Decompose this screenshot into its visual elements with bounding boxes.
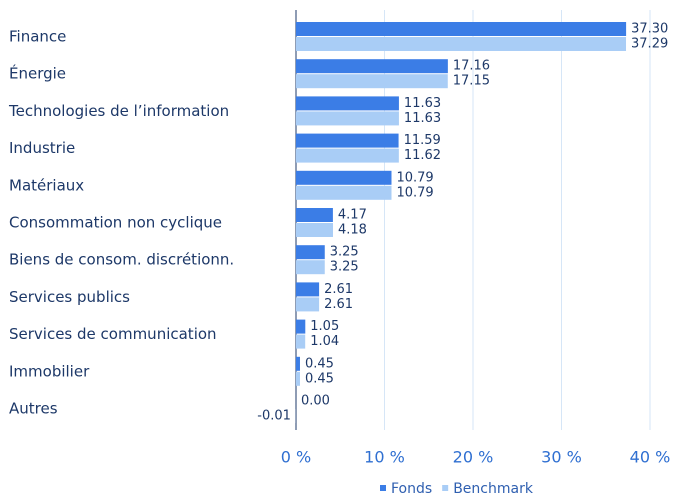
bar bbox=[296, 22, 627, 36]
category-label: Consommation non cyclique bbox=[9, 214, 222, 232]
category-label: Matériaux bbox=[9, 176, 84, 194]
value-label: 37.29 bbox=[631, 37, 668, 52]
bar bbox=[296, 334, 306, 349]
value-label: 1.05 bbox=[310, 319, 339, 334]
bar bbox=[296, 148, 399, 163]
bar bbox=[296, 96, 399, 111]
bar bbox=[296, 37, 627, 51]
x-tick-label: 20 % bbox=[453, 448, 494, 467]
bar bbox=[296, 170, 392, 185]
x-tick-label: 30 % bbox=[541, 448, 582, 467]
bar bbox=[296, 282, 320, 297]
value-label: 11.63 bbox=[404, 96, 441, 111]
value-label: 37.30 bbox=[631, 22, 668, 37]
category-label: Technologies de l’information bbox=[8, 102, 229, 120]
value-label: 0.45 bbox=[305, 371, 334, 386]
x-tick-label: 0 % bbox=[281, 448, 311, 467]
legend-label: Benchmark bbox=[453, 481, 534, 497]
value-label: -0.01 bbox=[257, 409, 291, 424]
bar bbox=[296, 111, 399, 126]
value-label: 3.25 bbox=[330, 260, 359, 275]
value-label: 2.61 bbox=[324, 282, 353, 297]
category-label: Autres bbox=[9, 400, 58, 418]
legend-label: Fonds bbox=[391, 481, 432, 497]
value-label: 0.00 bbox=[301, 394, 330, 409]
value-label: 11.62 bbox=[404, 148, 441, 163]
bar bbox=[296, 133, 399, 148]
category-label: Finance bbox=[9, 28, 66, 46]
category-label: Immobilier bbox=[9, 362, 90, 380]
value-label: 11.59 bbox=[404, 133, 441, 148]
value-label: 11.63 bbox=[404, 111, 441, 126]
bar bbox=[296, 74, 448, 89]
value-label: 0.45 bbox=[305, 356, 334, 371]
bar bbox=[296, 260, 325, 275]
value-label: 1.04 bbox=[310, 334, 339, 349]
bar bbox=[296, 319, 306, 334]
value-label: 10.79 bbox=[396, 170, 433, 185]
value-label: 17.16 bbox=[453, 59, 490, 74]
category-label: Services de communication bbox=[9, 325, 217, 343]
value-label: 4.17 bbox=[338, 208, 367, 223]
bar bbox=[296, 59, 448, 74]
category-label: Biens de consom. discrétionn. bbox=[9, 251, 234, 269]
category-label: Industrie bbox=[9, 139, 75, 157]
value-label: 3.25 bbox=[330, 245, 359, 260]
x-tick-label: 10 % bbox=[364, 448, 405, 467]
bar bbox=[296, 185, 392, 200]
value-label: 2.61 bbox=[324, 297, 353, 312]
bar bbox=[296, 356, 300, 371]
legend-swatch bbox=[442, 485, 449, 491]
bar bbox=[296, 208, 333, 222]
bar bbox=[296, 297, 320, 312]
value-label: 4.18 bbox=[338, 223, 367, 238]
x-tick-label: 40 % bbox=[630, 448, 671, 467]
value-label: 10.79 bbox=[396, 185, 433, 200]
bar bbox=[296, 223, 333, 237]
bar bbox=[296, 371, 300, 386]
legend-swatch bbox=[380, 485, 386, 491]
category-label: Services publics bbox=[9, 288, 130, 306]
category-label: Énergie bbox=[9, 64, 66, 83]
bar bbox=[296, 245, 325, 260]
value-label: 17.15 bbox=[453, 74, 490, 89]
